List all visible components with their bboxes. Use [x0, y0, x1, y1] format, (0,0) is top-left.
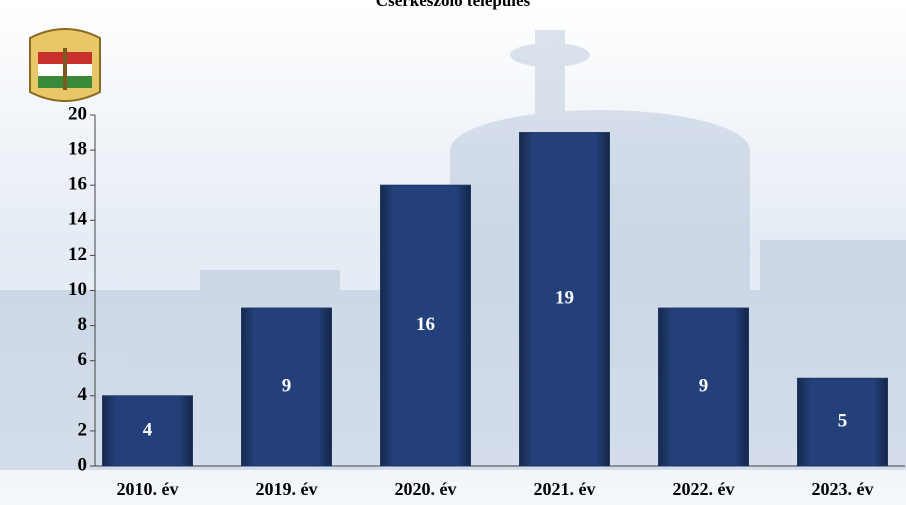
y-tick-label: 10 [68, 279, 87, 300]
bar [380, 184, 471, 467]
x-tick-label: 2020. év [395, 479, 457, 499]
value-label: 9 [699, 375, 709, 396]
police-badge [29, 28, 101, 102]
y-tick-label: 0 [78, 454, 88, 475]
y-tick-label: 4 [78, 384, 88, 405]
x-tick-label: 2019. év [256, 479, 318, 499]
bar [519, 132, 610, 467]
x-tick-label: 2023. év [812, 479, 874, 499]
bar [658, 307, 749, 467]
value-label: 16 [416, 314, 435, 335]
y-tick-label: 14 [68, 209, 88, 230]
x-tick-label: 2010. év [117, 479, 179, 499]
value-label: 4 [143, 419, 153, 440]
x-tick-label: 2021. év [534, 479, 596, 499]
value-label: 5 [838, 410, 848, 431]
y-tick-label: 2 [78, 419, 88, 440]
y-tick-label: 18 [68, 138, 87, 159]
bar [241, 307, 332, 467]
y-tick-label: 6 [78, 349, 88, 370]
bar [102, 395, 193, 467]
value-label: 19 [555, 288, 574, 309]
y-tick-label: 20 [68, 103, 87, 124]
value-label: 9 [282, 375, 292, 396]
y-tick-label: 16 [68, 174, 87, 195]
x-tick-label: 2022. év [673, 479, 735, 499]
y-tick-label: 8 [78, 314, 88, 335]
y-tick-label: 12 [68, 244, 87, 265]
chart-title: Cserkeszőlő település [376, 0, 531, 10]
bar [797, 377, 888, 467]
